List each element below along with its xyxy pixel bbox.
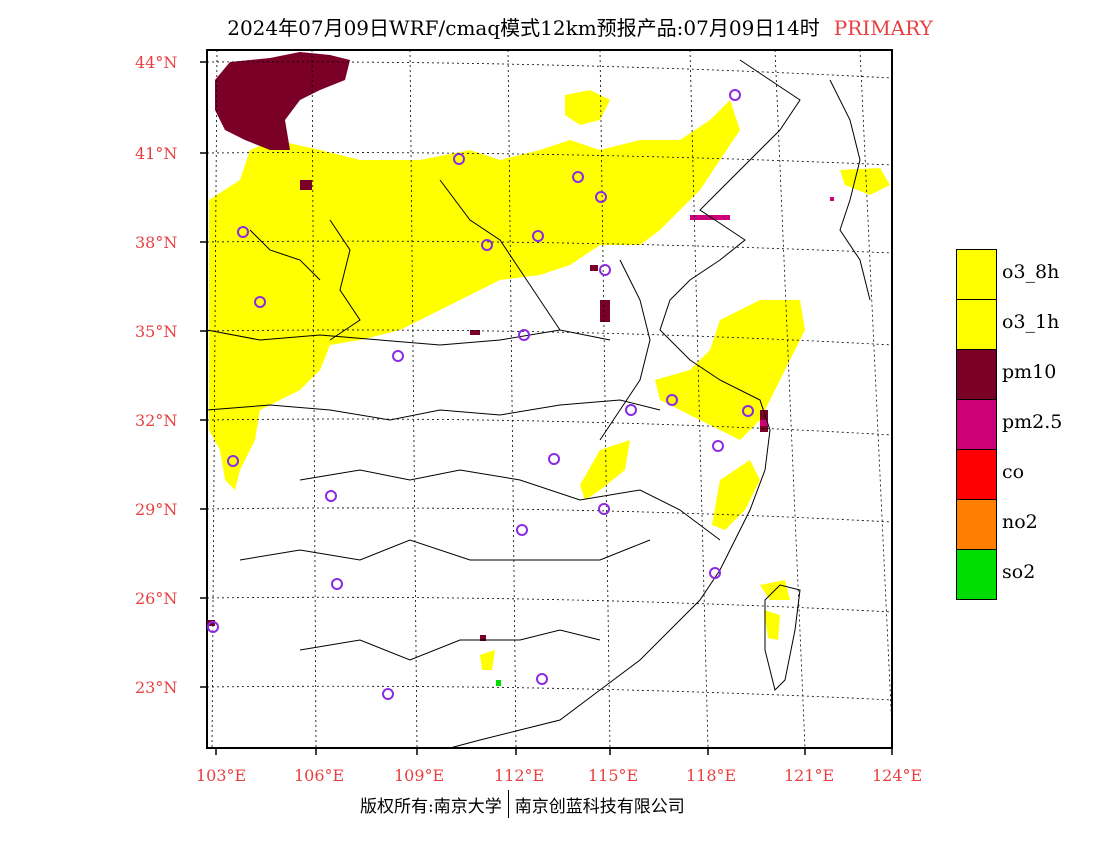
lat-label-29: 29°N: [135, 500, 178, 519]
lon-label-118: 118°E: [686, 766, 737, 785]
legend-item-pm25: pm2.5: [956, 399, 1096, 449]
so2-spot: [496, 680, 501, 686]
map-title: 2024年07月09日WRF/cmaq模式12km预报产品:07月09日14时 P…: [0, 12, 1100, 41]
legend-item-so2: so2: [956, 549, 1096, 600]
legend-item-o3-8h: o3_8h: [956, 249, 1096, 299]
legend-swatch: [956, 449, 997, 499]
legend-swatch: [956, 349, 997, 399]
lon-label-112: 112°E: [494, 766, 545, 785]
title-main: 2024年07月09日WRF/cmaq模式12km预报产品:07月09日14时: [227, 16, 820, 40]
legend: o3_8h o3_1h pm10 pm2.5 co no2 so2: [956, 249, 1096, 600]
legend-label: o3_8h: [1002, 261, 1060, 283]
legend-item-co: co: [956, 449, 1096, 499]
legend-swatch: [956, 399, 997, 449]
lat-label-26: 26°N: [135, 589, 178, 608]
legend-label: so2: [1002, 561, 1036, 583]
legend-label: pm10: [1002, 361, 1057, 383]
axis-ticks: [200, 61, 893, 755]
title-tag: PRIMARY: [833, 16, 933, 40]
legend-label: pm2.5: [1002, 411, 1063, 433]
legend-label: co: [1002, 461, 1025, 483]
lat-label-23: 23°N: [135, 678, 178, 697]
lon-label-124: 124°E: [872, 766, 923, 785]
lat-label-35: 35°N: [135, 322, 178, 341]
legend-swatch: [956, 549, 997, 600]
o3-regions: [209, 90, 890, 670]
legend-item-o3-1h: o3_1h: [956, 299, 1096, 349]
station-markers: [207, 89, 754, 700]
lat-label-41: 41°N: [135, 144, 178, 163]
copyright-footer: 版权所有:南京大学 南京创蓝科技有限公司: [360, 790, 685, 818]
copyright-right: 南京创蓝科技有限公司: [514, 796, 685, 817]
legend-item-pm10: pm10: [956, 349, 1096, 399]
lon-label-121: 121°E: [784, 766, 835, 785]
footer-divider: [507, 790, 509, 818]
lat-label-44: 44°N: [135, 53, 178, 72]
lon-label-109: 109°E: [394, 766, 445, 785]
legend-label: no2: [1002, 511, 1038, 533]
pm25-regions: [690, 197, 834, 426]
copyright-left: 版权所有:南京大学: [360, 796, 502, 817]
lon-label-103: 103°E: [196, 766, 247, 785]
legend-swatch: [956, 249, 997, 299]
lat-label-32: 32°N: [135, 411, 178, 430]
legend-swatch: [956, 499, 997, 549]
legend-swatch: [956, 299, 997, 349]
lon-label-115: 115°E: [588, 766, 639, 785]
boundaries: [206, 59, 871, 749]
lat-label-38: 38°N: [135, 233, 178, 252]
lon-label-106: 106°E: [294, 766, 345, 785]
legend-item-no2: no2: [956, 499, 1096, 549]
legend-label: o3_1h: [1002, 311, 1060, 333]
